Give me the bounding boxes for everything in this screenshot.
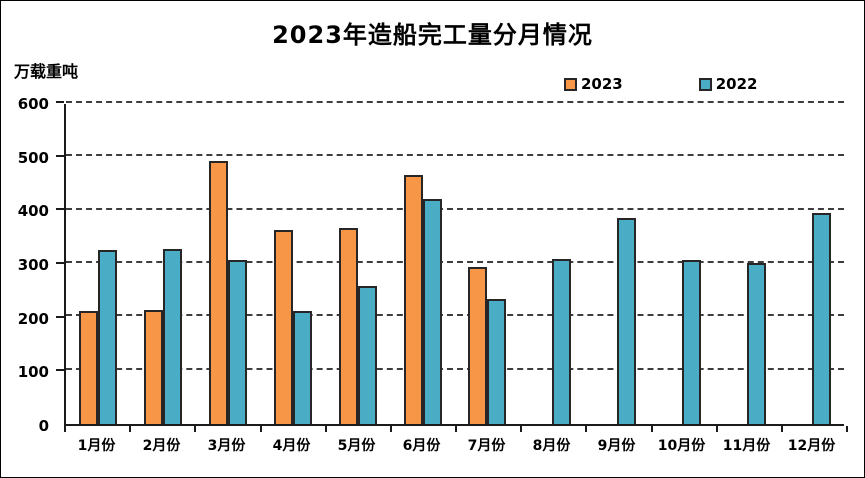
x-axis-tick xyxy=(520,426,523,432)
category-group-3月份 xyxy=(196,104,261,424)
x-tick-label-10月份: 10月份 xyxy=(657,438,706,454)
x-axis-tick xyxy=(324,426,327,432)
legend-swatch-2023-icon xyxy=(564,77,577,91)
gridline-600 xyxy=(66,101,844,103)
x-tick-label-5月份: 5月份 xyxy=(337,438,376,454)
x-axis-tick xyxy=(585,426,588,432)
legend-item-2022: 2022 xyxy=(698,75,758,93)
y-axis-ticks xyxy=(56,101,64,426)
x-axis-tick xyxy=(846,426,848,432)
bar-2023-4月份 xyxy=(273,229,293,424)
y-tick-label-0: 0 xyxy=(38,417,49,435)
bar-2022-1月份 xyxy=(98,250,118,424)
legend: 2023 2022 xyxy=(564,75,758,93)
gridline-200 xyxy=(66,314,844,317)
x-axis-tick xyxy=(650,426,653,432)
bar-2022-4月份 xyxy=(292,311,312,424)
y-axis-tick xyxy=(56,369,64,372)
y-axis-tick xyxy=(56,262,64,264)
x-axis-tick xyxy=(389,426,392,432)
bar-2022-5月份 xyxy=(357,286,377,424)
bar-2022-8月份 xyxy=(552,258,572,424)
y-tick-label-400: 400 xyxy=(17,202,49,221)
x-axis-tick xyxy=(715,426,718,432)
bar-2023-3月份 xyxy=(209,160,229,424)
chart-title: 2023年造船完工量分月情况 xyxy=(272,21,593,49)
y-tick-label-200: 200 xyxy=(17,309,49,328)
legend-label-2023: 2023 xyxy=(581,75,623,93)
bar-2022-9月份 xyxy=(617,218,637,424)
x-tick-label-12月份: 12月份 xyxy=(787,438,836,454)
x-tick-label-3月份: 3月份 xyxy=(207,438,246,454)
y-axis-unit-label: 万载重吨 xyxy=(14,62,79,81)
x-tick-label-11月份: 11月份 xyxy=(722,438,771,454)
category-group-1月份 xyxy=(66,104,131,424)
legend-label-2022: 2022 xyxy=(715,75,758,93)
y-tick-label-500: 500 xyxy=(17,148,49,167)
y-axis-labels: 0 100 200 300 400 500 600 xyxy=(1,95,56,435)
x-tick-label-9月份: 9月份 xyxy=(597,438,636,454)
category-group-6月份 xyxy=(390,104,455,424)
gridline-300 xyxy=(66,261,844,263)
category-group-5月份 xyxy=(325,104,390,424)
x-axis-tick xyxy=(64,426,66,432)
bar-2022-6月份 xyxy=(422,199,442,424)
category-group-9月份 xyxy=(585,104,650,424)
bar-2022-12月份 xyxy=(811,212,831,424)
x-tick-label-7月份: 7月份 xyxy=(467,438,506,454)
y-tick-label-300: 300 xyxy=(17,256,49,274)
category-group-7月份 xyxy=(455,104,520,424)
x-tick-label-6月份: 6月份 xyxy=(402,438,441,454)
x-axis-tick xyxy=(129,426,132,432)
category-group-8月份 xyxy=(520,104,585,424)
bar-2023-1月份 xyxy=(79,310,99,424)
y-axis-tick xyxy=(56,208,64,211)
y-axis-tick xyxy=(56,154,64,157)
legend-swatch-2022-icon xyxy=(698,77,712,91)
gridline-100 xyxy=(66,367,844,370)
category-group-10月份 xyxy=(650,104,715,424)
x-axis-tick xyxy=(194,426,197,432)
y-tick-label-100: 100 xyxy=(17,363,49,382)
x-tick-label-1月份: 1月份 xyxy=(77,438,116,454)
x-tick-label-4月份: 4月份 xyxy=(272,438,311,454)
bar-2022-3月份 xyxy=(228,260,248,424)
plot-area xyxy=(64,101,844,426)
x-axis-tick xyxy=(259,426,262,432)
bar-2023-5月份 xyxy=(338,227,358,424)
x-axis-tick xyxy=(455,426,457,432)
category-group-4月份 xyxy=(261,104,326,424)
gridline-400 xyxy=(66,207,844,210)
bar-2023-2月份 xyxy=(144,310,164,424)
x-tick-label-2月份: 2月份 xyxy=(142,438,181,454)
y-axis-tick xyxy=(56,315,64,318)
y-axis-tick xyxy=(56,101,64,103)
legend-item-2023: 2023 xyxy=(564,75,623,93)
bar-2023-6月份 xyxy=(403,175,423,424)
x-axis-tick xyxy=(780,426,783,432)
bar-2023-7月份 xyxy=(468,266,488,424)
category-group-11月份 xyxy=(714,104,779,424)
y-tick-label-600: 600 xyxy=(17,95,49,113)
category-group-2月份 xyxy=(131,104,196,424)
bar-2022-7月份 xyxy=(487,299,507,424)
bar-2022-10月份 xyxy=(681,260,701,424)
category-group-12月份 xyxy=(779,104,844,424)
x-axis-ticks xyxy=(64,426,848,432)
x-axis-labels: 1月份 2月份 3月份 4月份 5月份 6月份 7月份 8月份 9月份 10月份 11月份 12月份 xyxy=(64,435,844,459)
bar-2022-11月份 xyxy=(746,262,766,424)
x-tick-label-8月份: 8月份 xyxy=(532,438,571,454)
bar-2022-2月份 xyxy=(163,249,183,424)
gridline-500 xyxy=(66,154,844,157)
